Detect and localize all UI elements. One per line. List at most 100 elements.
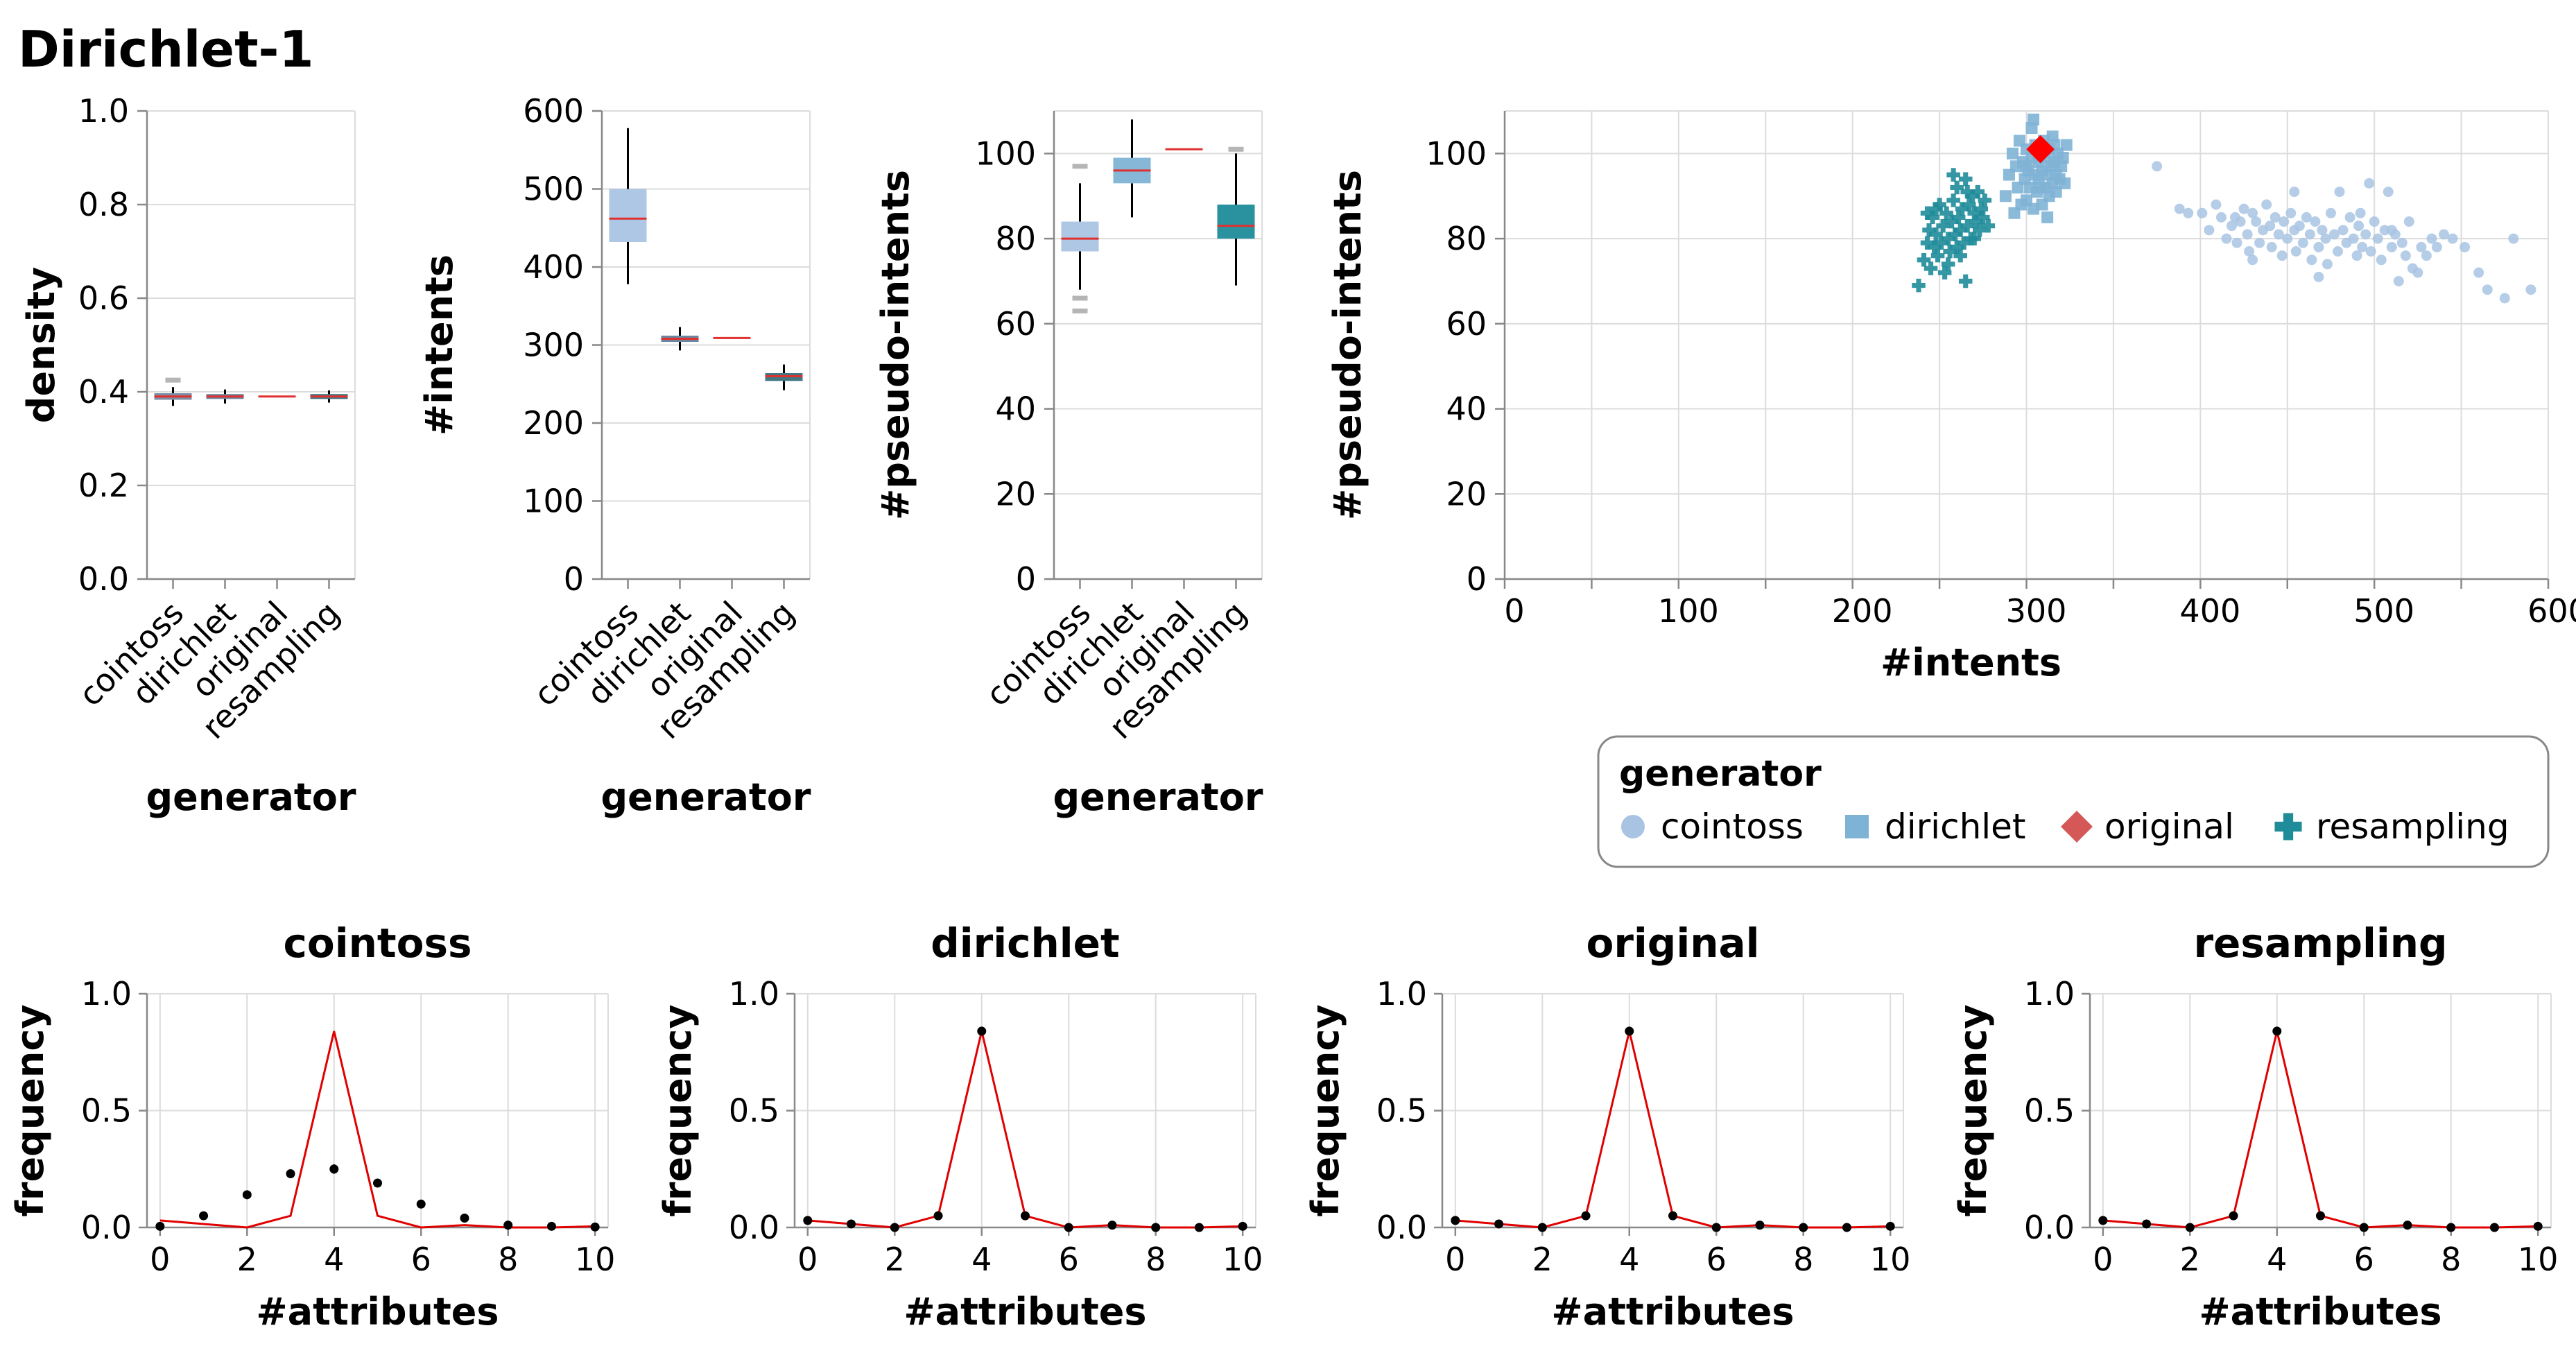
point-resampling bbox=[1955, 202, 1969, 216]
point-cointoss bbox=[2282, 233, 2293, 244]
point-cointoss bbox=[2364, 178, 2375, 189]
frequency-point bbox=[1668, 1211, 1677, 1221]
y-tick-label: 1.0 bbox=[81, 975, 132, 1012]
point-resampling bbox=[1981, 218, 1996, 233]
point-cointoss bbox=[2270, 212, 2281, 223]
frequency-point bbox=[933, 1211, 943, 1221]
x-tick-label: 10 bbox=[575, 1241, 616, 1278]
y-tick-label: 40 bbox=[1446, 390, 1487, 428]
point-resampling bbox=[1924, 261, 1938, 275]
x-axis-title: generator bbox=[146, 775, 356, 819]
point-cointoss bbox=[2204, 225, 2215, 236]
point-resampling bbox=[1917, 252, 1931, 267]
y-axis-title: frequency bbox=[656, 1004, 700, 1216]
x-tick-label: 400 bbox=[2179, 592, 2240, 630]
point-resampling bbox=[1920, 206, 1935, 221]
point-cointoss bbox=[2348, 233, 2359, 244]
point-resampling bbox=[1948, 227, 1962, 241]
point-cointoss bbox=[2289, 187, 2300, 198]
point-cointoss bbox=[2266, 241, 2277, 252]
y-tick-label: 0.4 bbox=[78, 373, 129, 411]
point-resampling bbox=[1920, 236, 1935, 250]
chart-title: dirichlet bbox=[931, 920, 1120, 967]
frequency-point bbox=[590, 1222, 600, 1232]
y-tick-label: 1.0 bbox=[729, 975, 779, 1012]
point-cointoss bbox=[2301, 212, 2312, 223]
point-cointoss bbox=[2328, 229, 2340, 240]
point-cointoss bbox=[2460, 241, 2471, 252]
y-tick-label: 40 bbox=[995, 390, 1036, 428]
frequency-point bbox=[890, 1223, 899, 1232]
point-cointoss bbox=[2254, 237, 2265, 248]
frequency-point bbox=[1064, 1223, 1073, 1232]
y-axis-title: #pseudo-intents bbox=[874, 170, 917, 520]
y-tick-label: 0.6 bbox=[78, 279, 129, 317]
y-axis-title: #intents bbox=[417, 255, 461, 436]
point-resampling bbox=[1953, 223, 1967, 237]
point-cointoss bbox=[2403, 216, 2414, 227]
frequency-point bbox=[1885, 1221, 1895, 1231]
point-cointoss bbox=[2372, 233, 2383, 244]
y-tick-label: 0.0 bbox=[78, 560, 129, 598]
legend-label-original: original bbox=[2104, 807, 2234, 847]
point-cointoss bbox=[2412, 267, 2423, 278]
y-tick-label: 0 bbox=[1016, 560, 1036, 598]
point-dirichlet bbox=[2059, 177, 2071, 189]
point-cointoss bbox=[2215, 212, 2227, 223]
x-tick-label: 4 bbox=[1619, 1241, 1639, 1278]
point-cointoss bbox=[2211, 199, 2222, 210]
point-resampling bbox=[1965, 189, 1980, 203]
point-resampling bbox=[1974, 202, 1989, 216]
point-cointoss bbox=[2383, 187, 2394, 198]
point-resampling bbox=[1958, 274, 1973, 288]
frequency-point bbox=[546, 1221, 556, 1231]
legend-title: generator bbox=[1619, 753, 1822, 795]
y-tick-label: 20 bbox=[1446, 475, 1487, 512]
point-resampling bbox=[1951, 210, 1966, 225]
point-dirichlet bbox=[2028, 113, 2040, 126]
frequency-point bbox=[2403, 1221, 2412, 1230]
point-dirichlet bbox=[2034, 181, 2047, 193]
frequency-point bbox=[1494, 1219, 1504, 1229]
point-resampling bbox=[1934, 236, 1948, 250]
y-tick-label: 0 bbox=[564, 560, 584, 598]
legend-items: cointoss dirichlet original resampling bbox=[1621, 807, 2509, 847]
y-tick-label: 80 bbox=[1446, 220, 1487, 257]
y-tick-label: 100 bbox=[975, 135, 1036, 172]
point-resampling bbox=[1912, 278, 1926, 293]
intents-vs-pseudo-intents-scatter: 0 20 40 60 80 100 0 100 200 300 400 500 600 #pseudo-i… bbox=[1326, 110, 2576, 684]
point-resampling bbox=[1978, 193, 1992, 207]
x-axis-title: #attributes bbox=[904, 1290, 1146, 1334]
original-frequency-line bbox=[1455, 1031, 1891, 1229]
x-tick-label: 500 bbox=[2353, 592, 2414, 630]
x-tick-label: 6 bbox=[2354, 1241, 2374, 1278]
chart-title: original bbox=[1586, 920, 1759, 967]
frequency-point bbox=[1194, 1223, 1204, 1232]
point-resampling bbox=[1939, 206, 1953, 221]
x-axis-title: #attributes bbox=[1551, 1290, 1794, 1334]
point-cointoss bbox=[2393, 275, 2404, 286]
point-resampling bbox=[1967, 206, 1982, 221]
y-tick-label: 500 bbox=[523, 171, 584, 208]
point-resampling bbox=[1953, 248, 1967, 263]
frequency-point bbox=[329, 1164, 339, 1174]
original-frequency-line bbox=[159, 1031, 596, 1229]
legend-symbol-dirichlet bbox=[1845, 815, 1869, 838]
legend-symbol-resampling bbox=[2274, 813, 2302, 841]
frequency-point bbox=[2316, 1211, 2325, 1221]
legend-symbol-cointoss bbox=[1621, 815, 1645, 838]
chart-title: cointoss bbox=[283, 920, 472, 967]
x-tick-label: 6 bbox=[411, 1241, 431, 1278]
y-tick-label: 200 bbox=[523, 404, 584, 442]
point-cointoss bbox=[2261, 199, 2272, 210]
point-resampling bbox=[1933, 198, 1946, 212]
x-tick-label: 8 bbox=[498, 1241, 518, 1278]
point-cointoss bbox=[2152, 161, 2163, 172]
x-tick-label: 2 bbox=[2180, 1241, 2200, 1278]
point-cointoss bbox=[2344, 212, 2355, 223]
point-cointoss bbox=[2353, 221, 2365, 232]
x-tick-label: 0 bbox=[1445, 1241, 1465, 1278]
point-resampling bbox=[1957, 236, 1971, 250]
frequency-point bbox=[2489, 1223, 2499, 1232]
